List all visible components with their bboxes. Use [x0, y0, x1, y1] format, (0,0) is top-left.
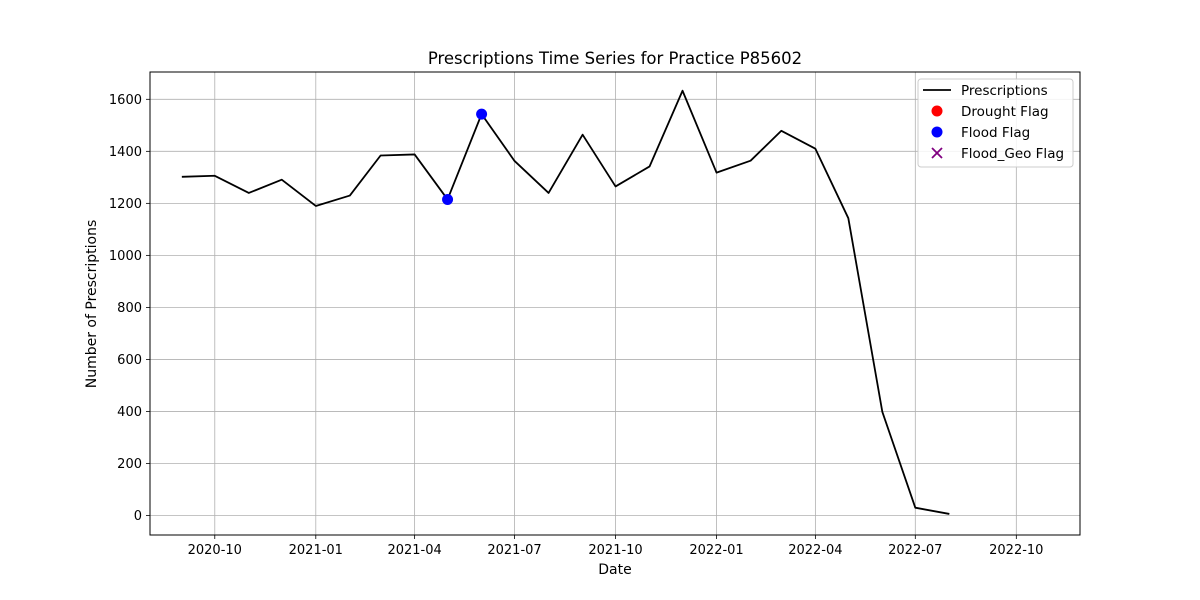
y-tick-label: 0 — [134, 509, 142, 524]
y-tick-label: 1200 — [109, 197, 142, 212]
x-tick-label: 2021-10 — [588, 543, 642, 558]
x-marker-stroke — [931, 147, 943, 159]
legend-box — [917, 78, 1074, 168]
y-tick-label: 600 — [117, 353, 142, 368]
y-tick-label: 400 — [117, 405, 142, 420]
series-layer — [181, 89, 950, 515]
x-axis-title: Date — [598, 562, 631, 578]
legend-label-prescriptions: Prescriptions — [961, 83, 1048, 99]
plot-frame — [149, 71, 1081, 536]
legend-swatch-flood-flag — [931, 126, 943, 138]
x-tick-label: 2021-04 — [387, 543, 441, 558]
chart-title: Prescriptions Time Series for Practice P… — [428, 49, 802, 68]
x-tick-label: 2022-04 — [788, 543, 842, 558]
x-tick-label: 2022-07 — [888, 543, 942, 558]
flag-point-flood-flag — [442, 193, 454, 205]
x-tick-label: 2022-01 — [689, 543, 743, 558]
x-tick-label: 2021-07 — [487, 543, 541, 558]
legend-label-drought-flag: Drought Flag — [961, 104, 1049, 120]
flag-point-flood-flag — [476, 108, 488, 120]
tick-layer: 2020-10 2021-01 2021-04 2021-07 2021-10 2022-… — [109, 93, 1044, 558]
legend-label-flood-flag: Flood Flag — [961, 125, 1030, 141]
legend-swatch-flood-geo-flag — [931, 147, 943, 159]
legend-swatch-drought-flag — [931, 105, 943, 117]
y-axis-title: Number of Prescriptions — [84, 220, 100, 389]
y-tick-label: 800 — [117, 301, 142, 316]
x-tick-label: 2022-10 — [989, 543, 1043, 558]
y-tick-label: 1400 — [109, 145, 142, 160]
x-tick-label: 2020-10 — [188, 543, 242, 558]
legend: Prescriptions Drought Flag Flood Flag Flood… — [917, 78, 1074, 168]
series-line-prescriptions — [181, 89, 950, 515]
y-tick-label: 1000 — [109, 249, 142, 264]
y-tick-label: 200 — [117, 457, 142, 472]
legend-label-flood-geo-flag: Flood_Geo Flag — [961, 146, 1064, 162]
y-tick-label: 1600 — [109, 93, 142, 108]
x-tick-label: 2021-01 — [289, 543, 343, 558]
